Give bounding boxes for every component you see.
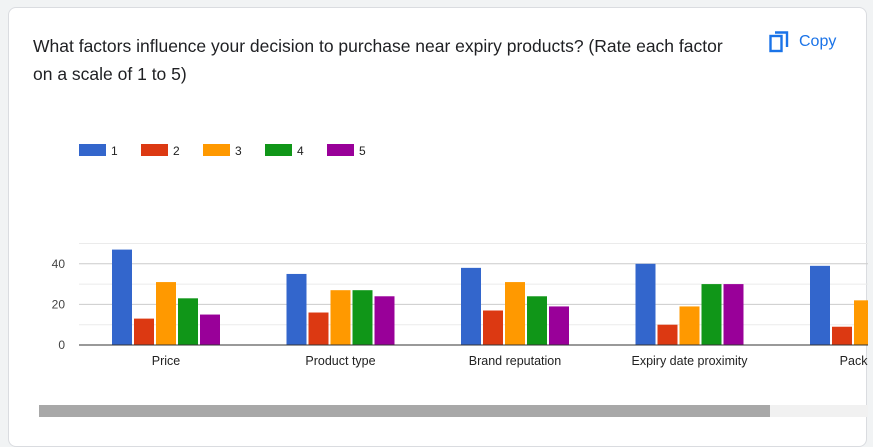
bar-price-2 (134, 318, 154, 345)
legend-label-4: 4 (297, 144, 304, 158)
copy-button[interactable]: Copy (761, 26, 844, 58)
bar-expiry-date-proximity-5 (723, 284, 744, 345)
bar-packagir-2 (832, 326, 852, 345)
legend-label-1: 1 (111, 144, 118, 158)
legend-label-5: 5 (359, 144, 366, 158)
bar-product-type-1 (286, 273, 307, 345)
bar-price-1 (112, 249, 132, 345)
bar-packagir-1 (810, 265, 830, 345)
y-tick-label: 20 (52, 297, 66, 311)
bar-product-type-5 (374, 296, 395, 345)
bar-chart: 0 20 40 Price Product type Brand reputation Ex… (52, 144, 868, 368)
legend-swatch-3 (203, 144, 230, 156)
x-category-label: Expiry date proximity (631, 354, 748, 368)
x-category-label: Price (152, 354, 181, 368)
question-card: What factors influence your decision to … (8, 7, 868, 447)
bar-price-3 (156, 282, 176, 345)
x-category-label: Product type (305, 354, 375, 368)
copy-button-label: Copy (799, 33, 837, 50)
legend-label-3: 3 (235, 144, 242, 158)
legend-label-2: 2 (173, 144, 180, 158)
bar-product-type-4 (352, 290, 373, 345)
x-category-label: Brand reputation (469, 354, 561, 368)
question-title: What factors influence your decision to … (33, 36, 723, 84)
horizontal-scrollbar[interactable] (39, 405, 868, 417)
bar-expiry-date-proximity-4 (701, 284, 722, 345)
bar-product-type-2 (308, 312, 329, 345)
copy-icon (769, 31, 789, 53)
legend-swatch-2 (141, 144, 168, 156)
y-tick-label: 40 (52, 257, 66, 271)
bar-product-type-3 (330, 290, 351, 345)
bar-packagir-3 (854, 300, 868, 345)
y-tick-label: 0 (58, 338, 65, 352)
bar-brand-reputation-5 (549, 306, 569, 345)
bar-price-4 (178, 298, 198, 345)
bar-expiry-date-proximity-2 (657, 324, 678, 345)
bar-price-5 (200, 314, 220, 345)
bar-expiry-date-proximity-3 (679, 306, 700, 345)
bar-brand-reputation-1 (461, 267, 481, 345)
scrollbar-thumb[interactable] (39, 405, 770, 417)
legend-swatch-4 (265, 144, 292, 156)
legend-swatch-5 (327, 144, 354, 156)
bar-brand-reputation-3 (505, 282, 525, 345)
bar-brand-reputation-4 (527, 296, 547, 345)
bar-brand-reputation-2 (483, 310, 503, 345)
legend-swatch-1 (79, 144, 106, 156)
x-category-label: Packagir (840, 354, 868, 368)
chart-area: 0 20 40 Price Product type Brand reputation Ex… (9, 123, 868, 423)
bar-expiry-date-proximity-1 (635, 263, 656, 345)
